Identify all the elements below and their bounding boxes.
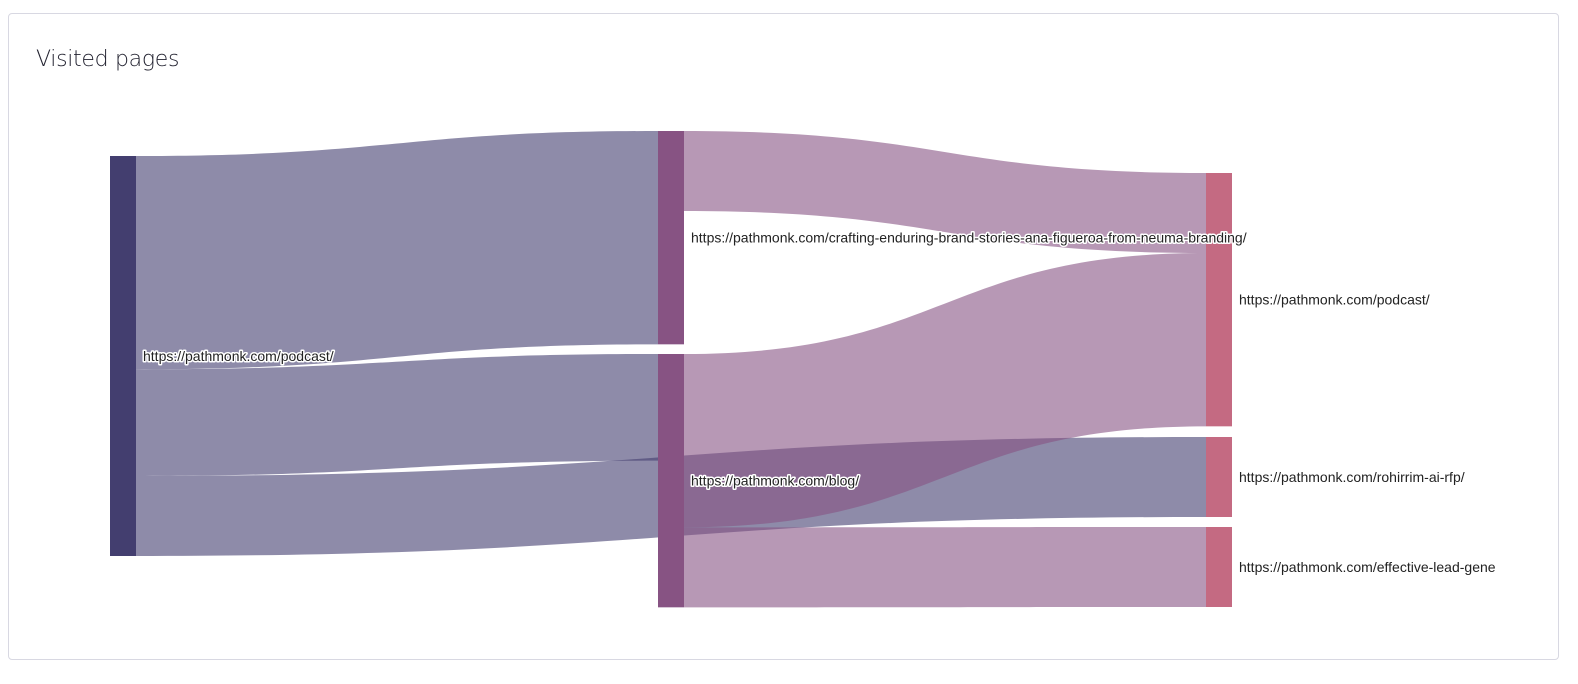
sankey-node-label: https://pathmonk.com/podcast/	[143, 348, 334, 364]
sankey-node-f[interactable]	[1206, 527, 1232, 607]
sankey-link-b-d[interactable]	[684, 131, 1206, 253]
sankey-node-a[interactable]	[110, 156, 136, 556]
sankey-link-c-d[interactable]	[684, 253, 1206, 528]
sankey-link-a-c[interactable]	[136, 354, 658, 476]
sankey-node-e[interactable]	[1206, 437, 1232, 517]
sankey-node-label: https://pathmonk.com/rohirrim-ai-rfp/	[1239, 469, 1465, 485]
sankey-node-label: https://pathmonk.com/crafting-enduring-b…	[691, 230, 1247, 246]
sankey-node-label: https://pathmonk.com/blog/	[691, 473, 859, 489]
sankey-node-b[interactable]	[658, 131, 684, 345]
sankey-node-d[interactable]	[1206, 173, 1232, 427]
sankey-node-label: https://pathmonk.com/effective-lead-gene	[1239, 559, 1496, 575]
visited-pages-card: Visited pages	[8, 13, 1559, 660]
sankey-link-c-f[interactable]	[684, 527, 1206, 608]
sankey-link-a-b[interactable]	[136, 131, 658, 370]
sankey-node-label: https://pathmonk.com/podcast/	[1239, 292, 1430, 308]
sankey-node-c[interactable]	[658, 354, 684, 608]
card-title: Visited pages	[36, 47, 180, 72]
